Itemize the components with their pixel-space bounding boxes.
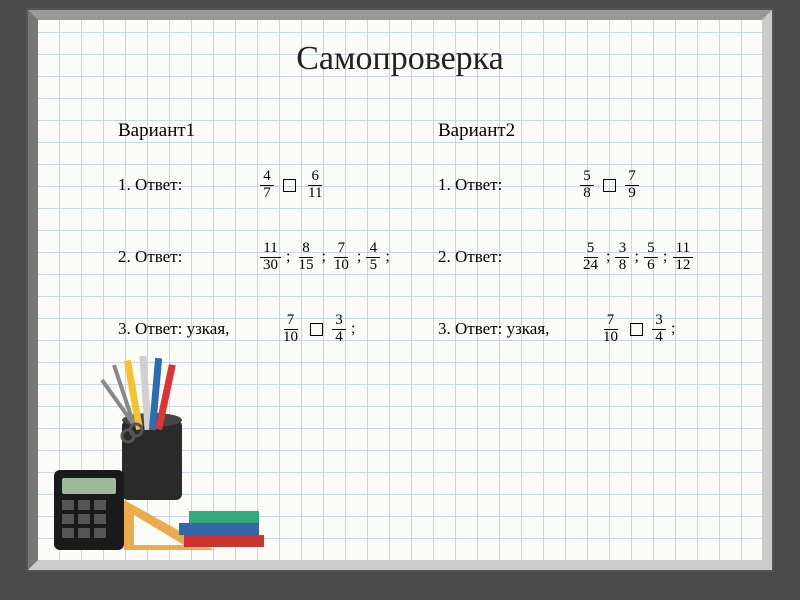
fraction: 710 [600, 313, 621, 346]
fraction: 4 7 [260, 169, 274, 202]
compare-box-icon [603, 179, 616, 192]
desk-supplies-icon [44, 350, 274, 560]
separator: ; [663, 248, 667, 266]
fraction: 79 [625, 169, 639, 202]
answer-row: 1. Ответ: 4 7 6 11 [118, 160, 448, 210]
fraction: 6 11 [305, 169, 325, 202]
slide-frame: Самопроверка Вариант1 1. Ответ: 4 7 6 11… [28, 10, 772, 570]
answer-row: 3. Ответ: узкая, 710 34 ; [438, 304, 768, 354]
separator: ; [286, 248, 290, 266]
fraction: 45 [366, 241, 380, 274]
variant-heading: Вариант2 [438, 120, 768, 142]
compare-expression: 710 34 ; [598, 313, 678, 346]
variant-1-column: Вариант1 1. Ответ: 4 7 6 11 2. Ответ: 11… [118, 120, 448, 376]
fraction-list: 524; 38; 56; 1112 [578, 241, 695, 274]
fraction: 38 [615, 241, 629, 274]
compare-box-icon [283, 179, 296, 192]
compare-expression: 58 79 [578, 169, 641, 202]
fraction: 524 [580, 241, 601, 274]
separator: ; [671, 320, 675, 338]
answer-row: 3. Ответ: узкая, 710 34 ; [118, 304, 448, 354]
compare-expression: 4 7 6 11 [258, 169, 327, 202]
answer-label: 3. Ответ: узкая, [438, 319, 598, 339]
answer-row: 2. Ответ: 1130; 815; 710; 45; [118, 232, 448, 282]
compare-box-icon [630, 323, 643, 336]
separator: ; [351, 320, 355, 338]
fraction: 710 [280, 313, 301, 346]
answer-label: 2. Ответ: [438, 247, 578, 267]
answer-label: 2. Ответ: [118, 247, 258, 267]
fraction: 1130 [260, 241, 281, 274]
fraction: 56 [644, 241, 658, 274]
variant-heading: Вариант1 [118, 120, 448, 142]
answer-row: 1. Ответ: 58 79 [438, 160, 768, 210]
fraction: 815 [295, 241, 316, 274]
fraction: 34 [652, 313, 666, 346]
fraction: 710 [331, 241, 352, 274]
separator: ; [357, 248, 361, 266]
separator: ; [606, 248, 610, 266]
slide-title: Самопроверка [38, 40, 762, 78]
separator: ; [634, 248, 638, 266]
compare-box-icon [310, 323, 323, 336]
answer-label: 1. Ответ: [118, 175, 258, 195]
variant-2-column: Вариант2 1. Ответ: 58 79 2. Ответ: 524; … [438, 120, 768, 376]
answer-label: 3. Ответ: узкая, [118, 319, 278, 339]
fraction-list: 1130; 815; 710; 45; [258, 241, 393, 274]
separator: ; [321, 248, 325, 266]
separator: ; [385, 248, 389, 266]
answer-row: 2. Ответ: 524; 38; 56; 1112 [438, 232, 768, 282]
answer-label: 1. Ответ: [438, 175, 578, 195]
fraction: 58 [580, 169, 594, 202]
fraction: 1112 [672, 241, 693, 274]
compare-expression: 710 34 ; [278, 313, 358, 346]
fraction: 34 [332, 313, 346, 346]
